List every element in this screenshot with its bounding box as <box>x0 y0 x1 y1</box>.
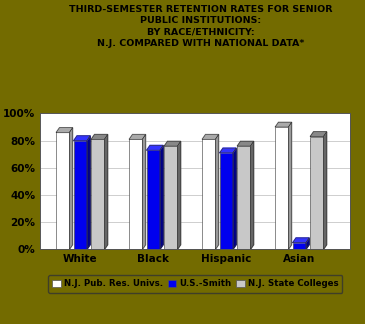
Bar <box>202 139 215 249</box>
Polygon shape <box>306 238 309 249</box>
Polygon shape <box>91 134 108 139</box>
Bar <box>164 146 177 249</box>
Polygon shape <box>160 145 163 249</box>
Polygon shape <box>215 134 219 249</box>
Polygon shape <box>69 128 73 249</box>
Polygon shape <box>202 134 219 139</box>
Bar <box>237 146 250 249</box>
Polygon shape <box>323 132 327 249</box>
Polygon shape <box>142 134 146 249</box>
Bar <box>293 243 306 249</box>
Legend: N.J. Pub. Res. Univs., U.S.-Smith, N.J. State Colleges: N.J. Pub. Res. Univs., U.S.-Smith, N.J. … <box>48 275 342 293</box>
Bar <box>275 127 288 249</box>
Bar <box>74 141 87 249</box>
Polygon shape <box>104 134 108 249</box>
Polygon shape <box>275 122 292 127</box>
Bar <box>147 150 160 249</box>
Bar <box>129 139 142 249</box>
Polygon shape <box>233 148 236 249</box>
Bar <box>220 153 233 249</box>
Bar <box>310 136 323 249</box>
Polygon shape <box>293 238 309 243</box>
Polygon shape <box>237 141 254 146</box>
Text: THIRD-SEMESTER RETENTION RATES FOR SENIOR
PUBLIC INSTITUTIONS:
BY RACE/ETHNICITY: THIRD-SEMESTER RETENTION RATES FOR SENIO… <box>69 5 333 48</box>
Bar <box>56 133 69 249</box>
Polygon shape <box>87 136 90 249</box>
Bar <box>91 139 104 249</box>
Polygon shape <box>129 134 146 139</box>
Polygon shape <box>288 122 292 249</box>
Polygon shape <box>56 128 73 133</box>
Polygon shape <box>310 132 327 136</box>
Polygon shape <box>250 141 254 249</box>
Polygon shape <box>220 148 236 153</box>
Polygon shape <box>74 136 90 141</box>
Polygon shape <box>164 141 181 146</box>
Polygon shape <box>147 145 163 150</box>
Polygon shape <box>177 141 181 249</box>
